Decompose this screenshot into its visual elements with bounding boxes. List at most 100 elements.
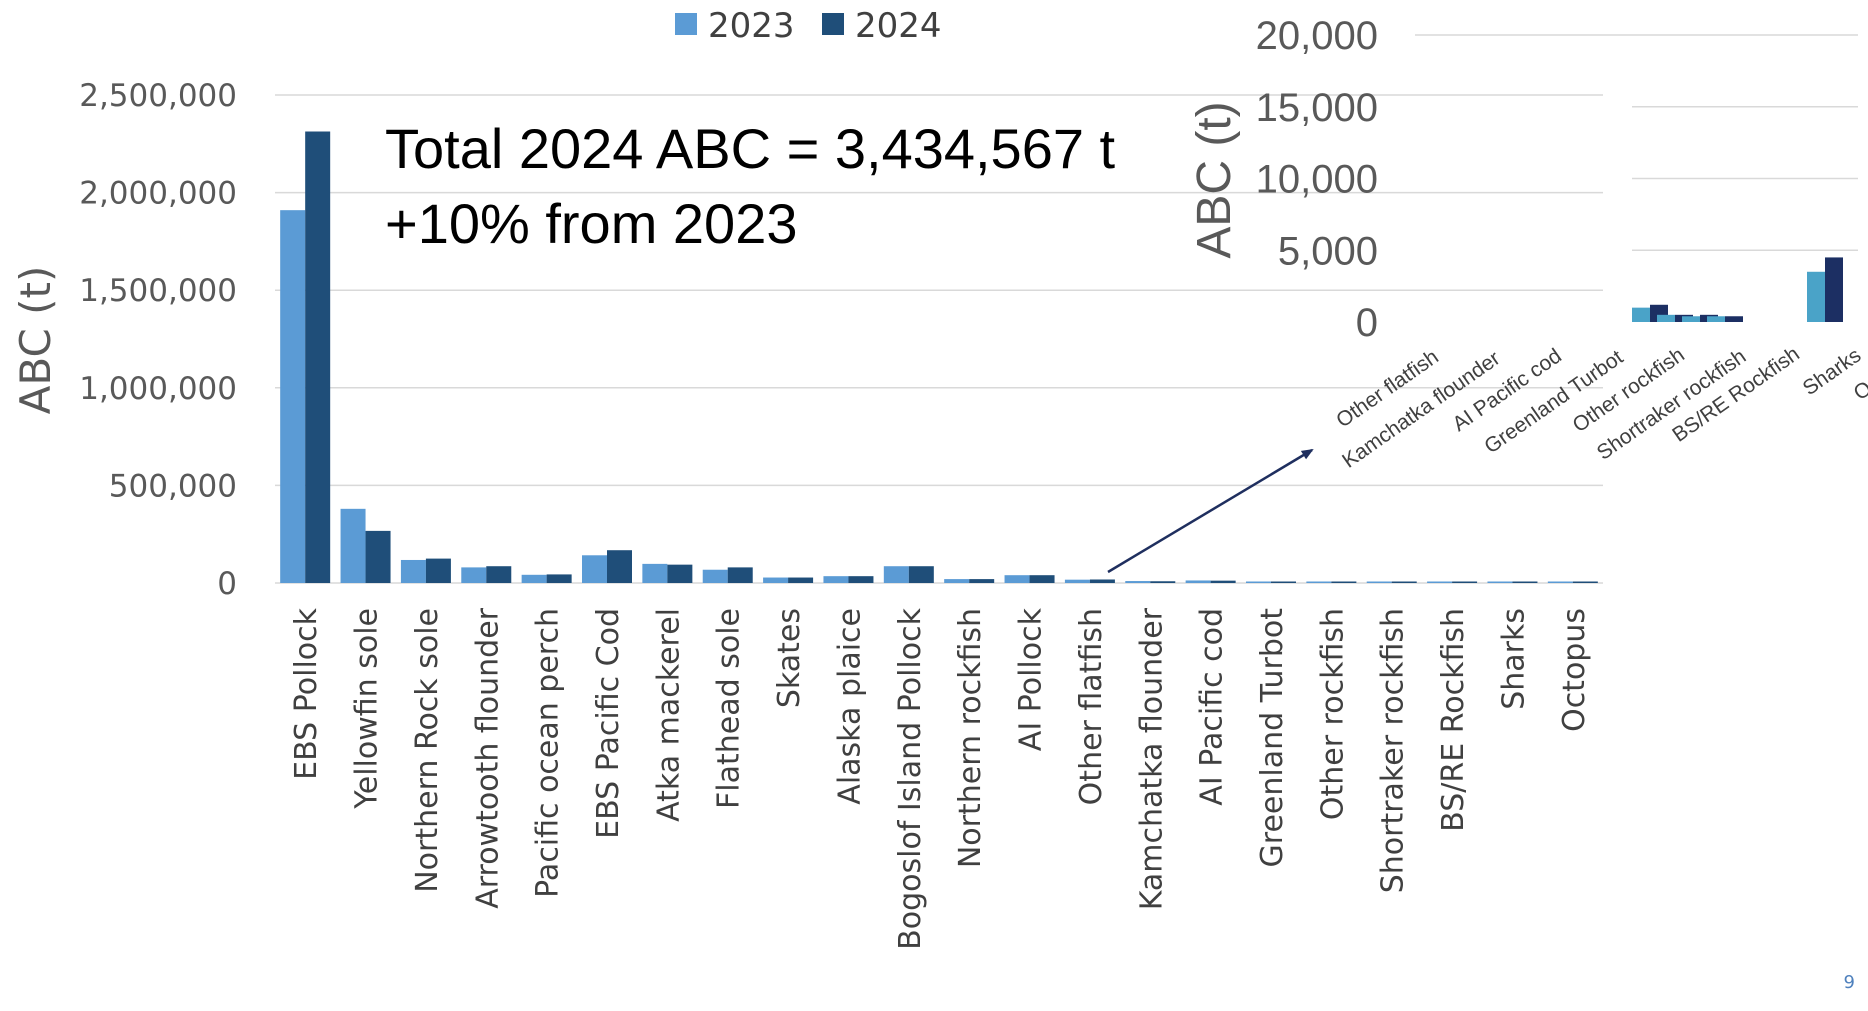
bar-2024: [667, 564, 693, 583]
legend: 2023 2024: [675, 6, 942, 46]
inset-y-axis-label: ABC (t): [1188, 101, 1241, 258]
category-label: Bogoslof Island Pollock: [893, 607, 928, 949]
inset-bar-2023: [1657, 314, 1675, 322]
bar-2023: [642, 563, 668, 583]
bar-2024: [365, 530, 391, 583]
legend-label-2024: 2024: [855, 6, 942, 46]
category-label: EBS Pacific Cod: [591, 608, 626, 839]
bar-2023: [1064, 579, 1090, 583]
bar-2024: [1029, 575, 1055, 583]
bar-2023: [1547, 581, 1573, 583]
bar-2024: [727, 567, 753, 583]
inset-bar-2023: [1807, 271, 1825, 322]
legend-swatch-2023: [675, 13, 697, 35]
category-label: Kamchatka flounder: [1134, 607, 1169, 910]
category-label: Other flatfish: [1074, 608, 1109, 805]
bar-2023: [1427, 581, 1453, 583]
legend-swatch-2024: [822, 13, 844, 35]
bar-2024: [1271, 581, 1296, 583]
inset-y-tick-label: 5,000: [1278, 229, 1378, 273]
category-label: Pacific ocean perch: [531, 608, 566, 898]
bar-2023: [1306, 581, 1332, 583]
main-y-tick-label: 0: [217, 566, 237, 602]
inset-y-tick-label: 15,000: [1256, 86, 1378, 130]
bar-2023: [763, 577, 789, 583]
bar-2024: [788, 577, 814, 583]
bar-2024: [1512, 581, 1538, 583]
bar-2023: [1185, 580, 1211, 583]
category-label: AI Pacific cod: [1195, 608, 1230, 806]
inset-y-axis-ticks: 0 5,000 10,000 15,000 20,000: [1256, 14, 1378, 345]
inset-y-tick-label: 20,000: [1256, 14, 1378, 58]
category-label: Greenland Turbot: [1255, 608, 1290, 868]
bar-2024: [1572, 581, 1598, 583]
bar-2024: [546, 574, 572, 583]
category-label: EBS Pollock: [289, 607, 324, 779]
bar-2023: [340, 508, 366, 583]
main-y-tick-label: 2,000,000: [79, 176, 237, 212]
bar-2023: [461, 567, 487, 583]
main-y-axis-ticks: 0 500,000 1,000,000 1,500,000 2,000,000 2,500…: [79, 78, 237, 602]
category-label: Yellowfin sole: [350, 608, 385, 810]
category-label: AI Pollock: [1014, 607, 1049, 751]
bar-2024: [1452, 581, 1478, 583]
page-number: 9: [1844, 972, 1855, 993]
bar-2024: [486, 566, 512, 583]
inset-bar-2023: [1707, 316, 1725, 322]
inset-pointer-arrow: [1107, 448, 1314, 574]
category-label: Skates: [772, 608, 807, 708]
inset-y-tick-label: 10,000: [1256, 158, 1378, 202]
bar-2024: [969, 579, 995, 583]
category-label: Other rockfish: [1315, 608, 1350, 820]
bar-2024: [1210, 580, 1236, 583]
bar-2023: [1487, 581, 1513, 583]
bar-2024: [1089, 579, 1115, 583]
bar-2024: [1331, 581, 1357, 583]
bar-2023: [521, 574, 547, 583]
legend-label-2023: 2023: [708, 6, 795, 46]
main-y-tick-label: 2,500,000: [79, 78, 237, 114]
category-label: Sharks: [1496, 608, 1531, 710]
main-y-tick-label: 1,500,000: [79, 273, 237, 309]
bar-2023: [1125, 581, 1151, 583]
inset-bar-2024: [1825, 257, 1843, 322]
category-label: Octopus: [1557, 608, 1592, 732]
percent-change-callout: +10% from 2023: [385, 192, 797, 255]
bar-2023: [1004, 575, 1030, 583]
category-label: Atka mackerel: [651, 608, 686, 822]
bar-2023: [823, 576, 849, 583]
category-label: Northern rockfish: [953, 608, 988, 868]
bar-2023: [883, 566, 909, 583]
main-category-labels: EBS Pollock Yellowfin sole Northern Rock s…: [289, 607, 1592, 949]
main-bars: [280, 131, 1598, 584]
total-abc-callout: Total 2024 ABC = 3,434,567 t: [385, 117, 1116, 180]
bar-2023: [702, 569, 728, 583]
bar-2024: [908, 566, 934, 583]
bar-2024: [1391, 581, 1417, 583]
category-label: Alaska plaice: [832, 608, 867, 805]
category-label: Flathead sole: [712, 608, 747, 809]
bar-2023: [1366, 581, 1392, 583]
bar-2023: [280, 210, 306, 583]
inset-bars: [1632, 257, 1843, 322]
bar-2023: [944, 579, 970, 583]
category-label: Arrowtooth flounder: [470, 607, 505, 908]
bar-2024: [848, 576, 874, 583]
inset-gridlines: [1415, 34, 1858, 251]
bar-2024: [425, 558, 451, 583]
bar-2023: [1246, 581, 1271, 583]
bar-2024: [607, 550, 632, 583]
main-y-tick-label: 1,000,000: [79, 371, 237, 407]
category-label: Northern Rock sole: [410, 608, 445, 893]
main-y-axis-label: ABC (t): [11, 266, 60, 415]
bar-2024: [305, 131, 331, 584]
inset-bar-2023: [1632, 307, 1650, 322]
category-label: BS/RE Rockfish: [1436, 608, 1471, 832]
inset-y-tick-label: 0: [1356, 301, 1378, 345]
inset-bar-2024: [1725, 316, 1743, 322]
bar-2023: [400, 559, 426, 583]
bar-2023: [582, 555, 607, 583]
